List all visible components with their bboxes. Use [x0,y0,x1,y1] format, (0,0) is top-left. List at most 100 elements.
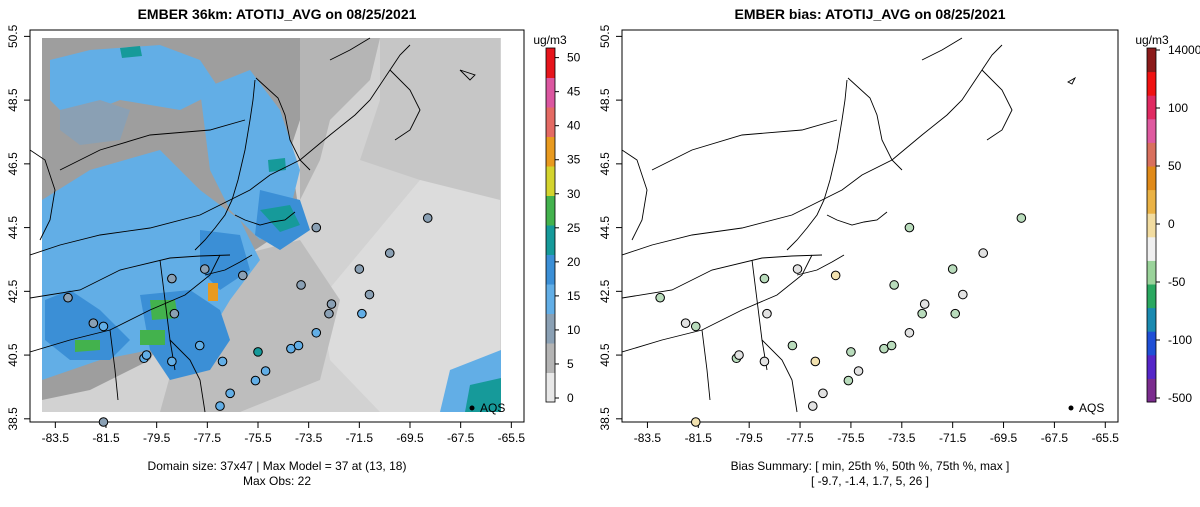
left-colorbar-segment [546,225,555,255]
right-colorbar-tick-label: -500 [1168,391,1192,405]
obs-point [324,308,334,319]
obs-point [296,280,306,290]
left-colorbar-segment [546,284,555,314]
left-colorbar-tick-label: 45 [567,85,581,99]
left-x-tick-label: -77.5 [194,431,222,445]
right-y-tick-label: 46.5 [598,152,612,176]
left-y-tick-label: 48.5 [6,88,20,112]
right-colorbar-tick-label: -50 [1168,275,1186,289]
left-colorbar-tick-label: 25 [567,221,581,235]
obs-point [194,340,205,351]
obs-point [253,347,263,357]
obs-point [293,340,304,351]
obs-point [98,417,109,427]
left-colorbar-tick-label: 35 [567,153,581,167]
bias-point [759,356,770,367]
left-colorbar-segment [546,136,555,167]
left-chart-title: EMBER 36km: ATOTIJ_AVG on 08/25/2021 [138,6,417,22]
left-colorbar-tick-label: 30 [567,187,581,201]
bias-point [947,264,958,274]
left-y-tick-label: 46.5 [6,152,20,176]
left-legend: AQS [469,401,505,415]
obs-point [260,366,271,376]
bias-point [1016,213,1027,223]
right-x-tick-label: -73.5 [888,431,916,445]
right-x-tick-label: -81.5 [685,431,713,445]
right-y-tick-label: 44.5 [598,216,612,240]
right-footer-line-2: [ -9.7, -1.4, 1.7, 5, 26 ] [811,474,929,488]
obs-point [326,299,337,309]
left-y-axis: 38.5 40.5 42.5 44.5 46.5 48.5 50.5 [6,24,30,430]
left-colorbar-segment [546,372,555,403]
left-colorbar-tick-label: 5 [567,357,574,371]
right-colorbar-unit: ug/m3 [1135,33,1169,47]
obs-point [215,401,225,411]
right-y-axis: 38.5 40.5 42.5 44.5 46.5 48.5 50.5 [598,24,622,430]
left-y-tick-label: 50.5 [6,24,20,48]
bias-point [843,375,854,386]
obs-point [141,350,152,360]
left-footer-line-2: Max Obs: 22 [243,474,311,488]
right-colorbar-segment [1147,354,1156,379]
left-x-tick-label: -69.5 [396,431,424,445]
right-x-tick-label: -79.5 [735,431,763,445]
left-colorbar-unit: ug/m3 [533,33,567,47]
left-x-tick-label: -79.5 [143,431,171,445]
bias-point [889,280,899,290]
right-y-tick-label: 40.5 [598,343,612,367]
left-x-tick-label: -71.5 [346,431,374,445]
bias-point [904,327,915,338]
bias-point [690,321,701,332]
right-colorbar-segment [1147,331,1156,356]
obs-point [357,308,367,319]
left-colorbar-segment [546,77,555,108]
right-bias-points [655,213,1027,427]
right-colorbar-segment [1147,142,1156,167]
obs-point [88,318,99,329]
bias-point [810,356,821,367]
obs-point [63,292,73,303]
right-colorbar-segment [1147,378,1156,403]
obs-point [354,264,365,274]
right-colorbar: 14000 100 50 0 -50 -100 -500 [1146,43,1200,405]
left-x-tick-label: -73.5 [295,431,323,445]
left-y-tick-label: 40.5 [6,343,20,367]
bias-point [919,299,930,309]
bias-point [792,264,803,274]
left-colorbar-tick-label: 15 [567,289,581,303]
obs-point [200,264,210,274]
left-y-tick-label: 44.5 [6,216,20,240]
right-x-tick-label: -77.5 [786,431,814,445]
bias-point [680,318,691,329]
right-x-tick-label: -65.5 [1092,431,1120,445]
right-colorbar-segment [1147,71,1156,96]
left-colorbar-tick-label: 50 [567,51,581,65]
right-colorbar-segment [1147,284,1156,309]
bias-point [846,347,856,357]
left-x-tick-label: -81.5 [92,431,120,445]
left-colorbar-tick-label: 20 [567,255,581,269]
obs-point [311,222,322,233]
right-colorbar-segment [1147,166,1156,191]
right-colorbar-segment [1147,260,1156,285]
bias-point [958,289,968,300]
right-y-tick-label: 50.5 [598,24,612,48]
left-y-tick-label: 42.5 [6,279,20,303]
right-x-axis: -83.5 -81.5 -79.5 -77.5 -75.5 -73.5 -71.5 -69.5… [634,422,1120,445]
left-colorbar-frame [545,47,556,403]
right-colorbar-segment [1147,236,1156,261]
obs-point [167,356,177,367]
left-colorbar-tick-label: 40 [567,119,581,133]
right-colorbar-tick-label: 100 [1168,101,1188,115]
right-y-tick-label: 42.5 [598,279,612,303]
obs-point [98,321,109,332]
right-colorbar-tick-label: 14000 [1168,43,1200,57]
right-x-tick-label: -71.5 [939,431,967,445]
right-x-tick-label: -75.5 [837,431,865,445]
left-x-axis: -83.5 -81.5 -79.5 -77.5 -75.5 -73.5 -71.5 -69.5… [42,422,525,445]
left-heatmap-background [30,30,524,422]
bias-point [787,340,798,351]
bias-point [904,222,915,233]
right-x-tick-label: -67.5 [1041,431,1069,445]
